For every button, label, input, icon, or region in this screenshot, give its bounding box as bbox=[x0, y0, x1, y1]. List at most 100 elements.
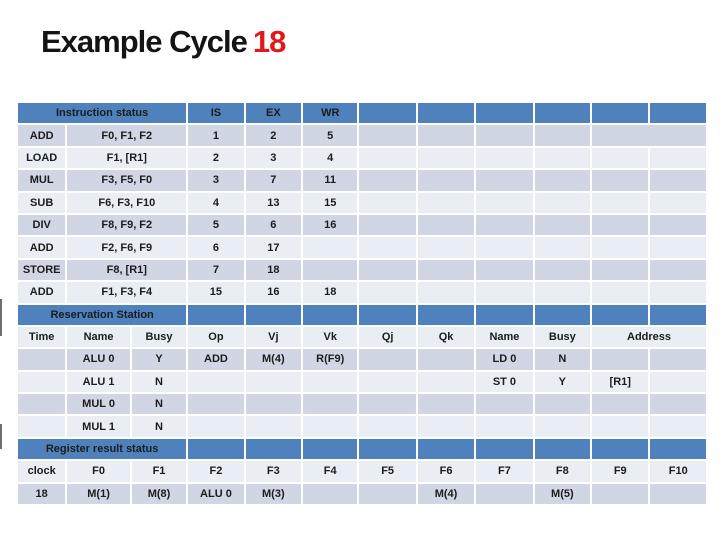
empty-cell bbox=[359, 394, 416, 415]
empty-cell bbox=[303, 394, 358, 415]
empty-cell bbox=[534, 214, 591, 236]
empty-cell bbox=[359, 214, 416, 236]
empty-cell bbox=[650, 259, 706, 281]
empty-cell bbox=[650, 170, 706, 191]
empty-cell bbox=[359, 416, 416, 437]
cell: F8 bbox=[534, 461, 591, 482]
empty-cell bbox=[592, 416, 649, 437]
cell: F2, F6, F9 bbox=[67, 237, 187, 258]
empty-cell bbox=[359, 170, 416, 191]
empty-cell bbox=[245, 304, 302, 325]
empty-cell bbox=[303, 483, 358, 505]
cell: F4 bbox=[303, 461, 358, 482]
empty-cell bbox=[534, 237, 591, 258]
empty-cell bbox=[476, 103, 533, 124]
col-is: IS bbox=[188, 103, 244, 124]
empty-cell bbox=[592, 125, 706, 146]
reservation-station-header-row: Reservation Station bbox=[18, 304, 706, 325]
empty-cell bbox=[417, 214, 475, 236]
empty-cell bbox=[592, 438, 649, 460]
cell: 18 bbox=[245, 259, 302, 281]
empty-cell bbox=[592, 394, 649, 415]
empty-cell bbox=[417, 192, 475, 213]
register-result-status-header: Register result status bbox=[18, 438, 187, 460]
cell: ADD bbox=[18, 282, 66, 303]
cell: ADD bbox=[18, 125, 66, 146]
empty-cell bbox=[476, 282, 533, 303]
empty-cell bbox=[303, 259, 358, 281]
empty-cell bbox=[534, 259, 591, 281]
cell: 15 bbox=[188, 282, 244, 303]
cell: LD 0 bbox=[476, 349, 533, 370]
cell: F1, F3, F4 bbox=[67, 282, 187, 303]
cell: M(3) bbox=[245, 483, 302, 505]
cell: ST 0 bbox=[476, 371, 533, 393]
empty-cell bbox=[650, 438, 706, 460]
instruction-status-header: Instruction status bbox=[18, 103, 187, 124]
empty-cell bbox=[592, 349, 649, 370]
empty-cell bbox=[476, 237, 533, 258]
empty-cell bbox=[592, 483, 649, 505]
empty-cell bbox=[476, 394, 533, 415]
cell: [R1] bbox=[592, 371, 649, 393]
empty-cell bbox=[592, 304, 649, 325]
cell: M(8) bbox=[131, 483, 187, 505]
empty-cell bbox=[18, 349, 66, 370]
empty-cell bbox=[534, 282, 591, 303]
empty-cell bbox=[592, 170, 649, 191]
cell: M(1) bbox=[67, 483, 130, 505]
col-address: Address bbox=[592, 326, 706, 348]
instruction-row: STORE F8, [R1] 7 18 bbox=[18, 259, 706, 281]
empty-cell bbox=[188, 394, 244, 415]
empty-cell bbox=[650, 103, 706, 124]
empty-cell bbox=[592, 103, 649, 124]
col-wr: WR bbox=[303, 103, 358, 124]
cell: M(4) bbox=[245, 349, 302, 370]
empty-cell bbox=[650, 282, 706, 303]
cell: F6, F3, F10 bbox=[67, 192, 187, 213]
empty-cell bbox=[417, 438, 475, 460]
rrs-value-row: 18 M(1) M(8) ALU 0 M(3) M(4) M(5) bbox=[18, 483, 706, 505]
empty-cell bbox=[650, 237, 706, 258]
empty-cell bbox=[417, 394, 475, 415]
screen-edge-artifact bbox=[0, 299, 2, 336]
empty-cell bbox=[592, 214, 649, 236]
instruction-header-row: Instruction status IS EX WR bbox=[18, 103, 706, 124]
cell: 18 bbox=[303, 282, 358, 303]
rs-column-header-row: Time Name Busy Op Vj Vk Qj Qk Name Busy Address bbox=[18, 326, 706, 348]
empty-cell bbox=[417, 170, 475, 191]
empty-cell bbox=[359, 125, 416, 146]
cell: F3 bbox=[245, 461, 302, 482]
empty-cell bbox=[359, 147, 416, 169]
empty-cell bbox=[476, 438, 533, 460]
cell: F9 bbox=[592, 461, 649, 482]
cell: 17 bbox=[245, 237, 302, 258]
empty-cell bbox=[303, 304, 358, 325]
cell: N bbox=[131, 394, 187, 415]
empty-cell bbox=[417, 416, 475, 437]
cell: F8, F9, F2 bbox=[67, 214, 187, 236]
col-vk: Vk bbox=[303, 326, 358, 348]
cell: MUL 0 bbox=[67, 394, 130, 415]
cell: MUL 1 bbox=[67, 416, 130, 437]
empty-cell bbox=[188, 438, 244, 460]
cell: F3, F5, F0 bbox=[67, 170, 187, 191]
cell: N bbox=[131, 371, 187, 393]
cell: F5 bbox=[359, 461, 416, 482]
cell: 13 bbox=[245, 192, 302, 213]
table-body: Instruction status IS EX WR ADD F0, F1, F2 1 2 5… bbox=[18, 103, 706, 505]
reservation-station-header: Reservation Station bbox=[18, 304, 187, 325]
empty-cell bbox=[18, 394, 66, 415]
col-clock: clock bbox=[18, 461, 66, 482]
cell: 1 bbox=[188, 125, 244, 146]
cell: 4 bbox=[188, 192, 244, 213]
col-qj: Qj bbox=[359, 326, 416, 348]
cell: 15 bbox=[303, 192, 358, 213]
cell: N bbox=[534, 349, 591, 370]
cell: DIV bbox=[18, 214, 66, 236]
col-name2: Name bbox=[476, 326, 533, 348]
rs-row: ALU 1 N ST 0 Y [R1] bbox=[18, 371, 706, 393]
instruction-row: DIV F8, F9, F2 5 6 16 bbox=[18, 214, 706, 236]
cell: F2 bbox=[188, 461, 244, 482]
cell: SUB bbox=[18, 192, 66, 213]
